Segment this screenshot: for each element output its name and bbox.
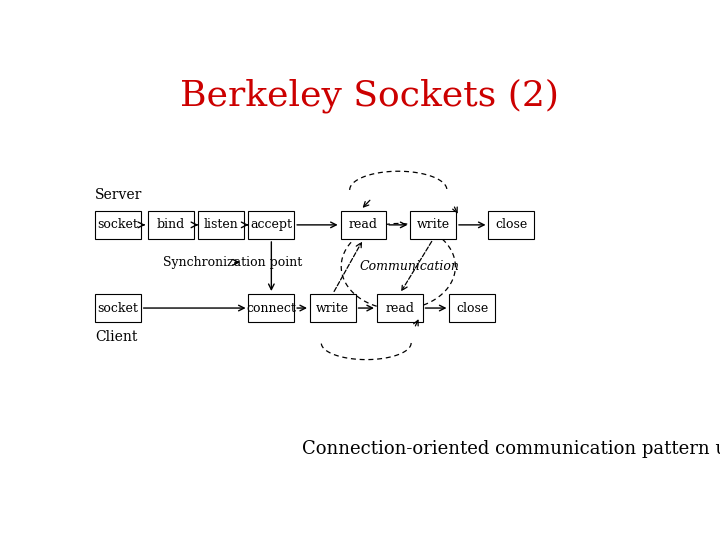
FancyBboxPatch shape <box>310 294 356 322</box>
FancyBboxPatch shape <box>488 211 534 239</box>
Text: read: read <box>385 301 414 314</box>
Text: write: write <box>316 301 349 314</box>
FancyBboxPatch shape <box>198 211 244 239</box>
Text: bind: bind <box>157 218 185 231</box>
FancyBboxPatch shape <box>449 294 495 322</box>
Text: connect: connect <box>246 301 297 314</box>
Text: accept: accept <box>251 218 292 231</box>
FancyBboxPatch shape <box>95 211 141 239</box>
Text: close: close <box>495 218 528 231</box>
FancyBboxPatch shape <box>95 294 141 322</box>
FancyBboxPatch shape <box>248 211 294 239</box>
Text: Synchronization point: Synchronization point <box>163 256 302 269</box>
Text: socket: socket <box>97 218 138 231</box>
Text: Connection-oriented communication pattern using sockets.: Connection-oriented communication patter… <box>302 441 720 458</box>
Text: Client: Client <box>95 330 138 345</box>
Text: socket: socket <box>97 301 138 314</box>
Text: Communication: Communication <box>359 260 459 273</box>
Text: Server: Server <box>95 188 143 202</box>
FancyBboxPatch shape <box>248 294 294 322</box>
Text: Berkeley Sockets (2): Berkeley Sockets (2) <box>179 79 559 113</box>
Text: read: read <box>349 218 378 231</box>
FancyBboxPatch shape <box>377 294 423 322</box>
FancyBboxPatch shape <box>410 211 456 239</box>
Text: close: close <box>456 301 488 314</box>
Text: listen: listen <box>204 218 238 231</box>
FancyBboxPatch shape <box>341 211 387 239</box>
FancyBboxPatch shape <box>148 211 194 239</box>
Text: write: write <box>417 218 450 231</box>
